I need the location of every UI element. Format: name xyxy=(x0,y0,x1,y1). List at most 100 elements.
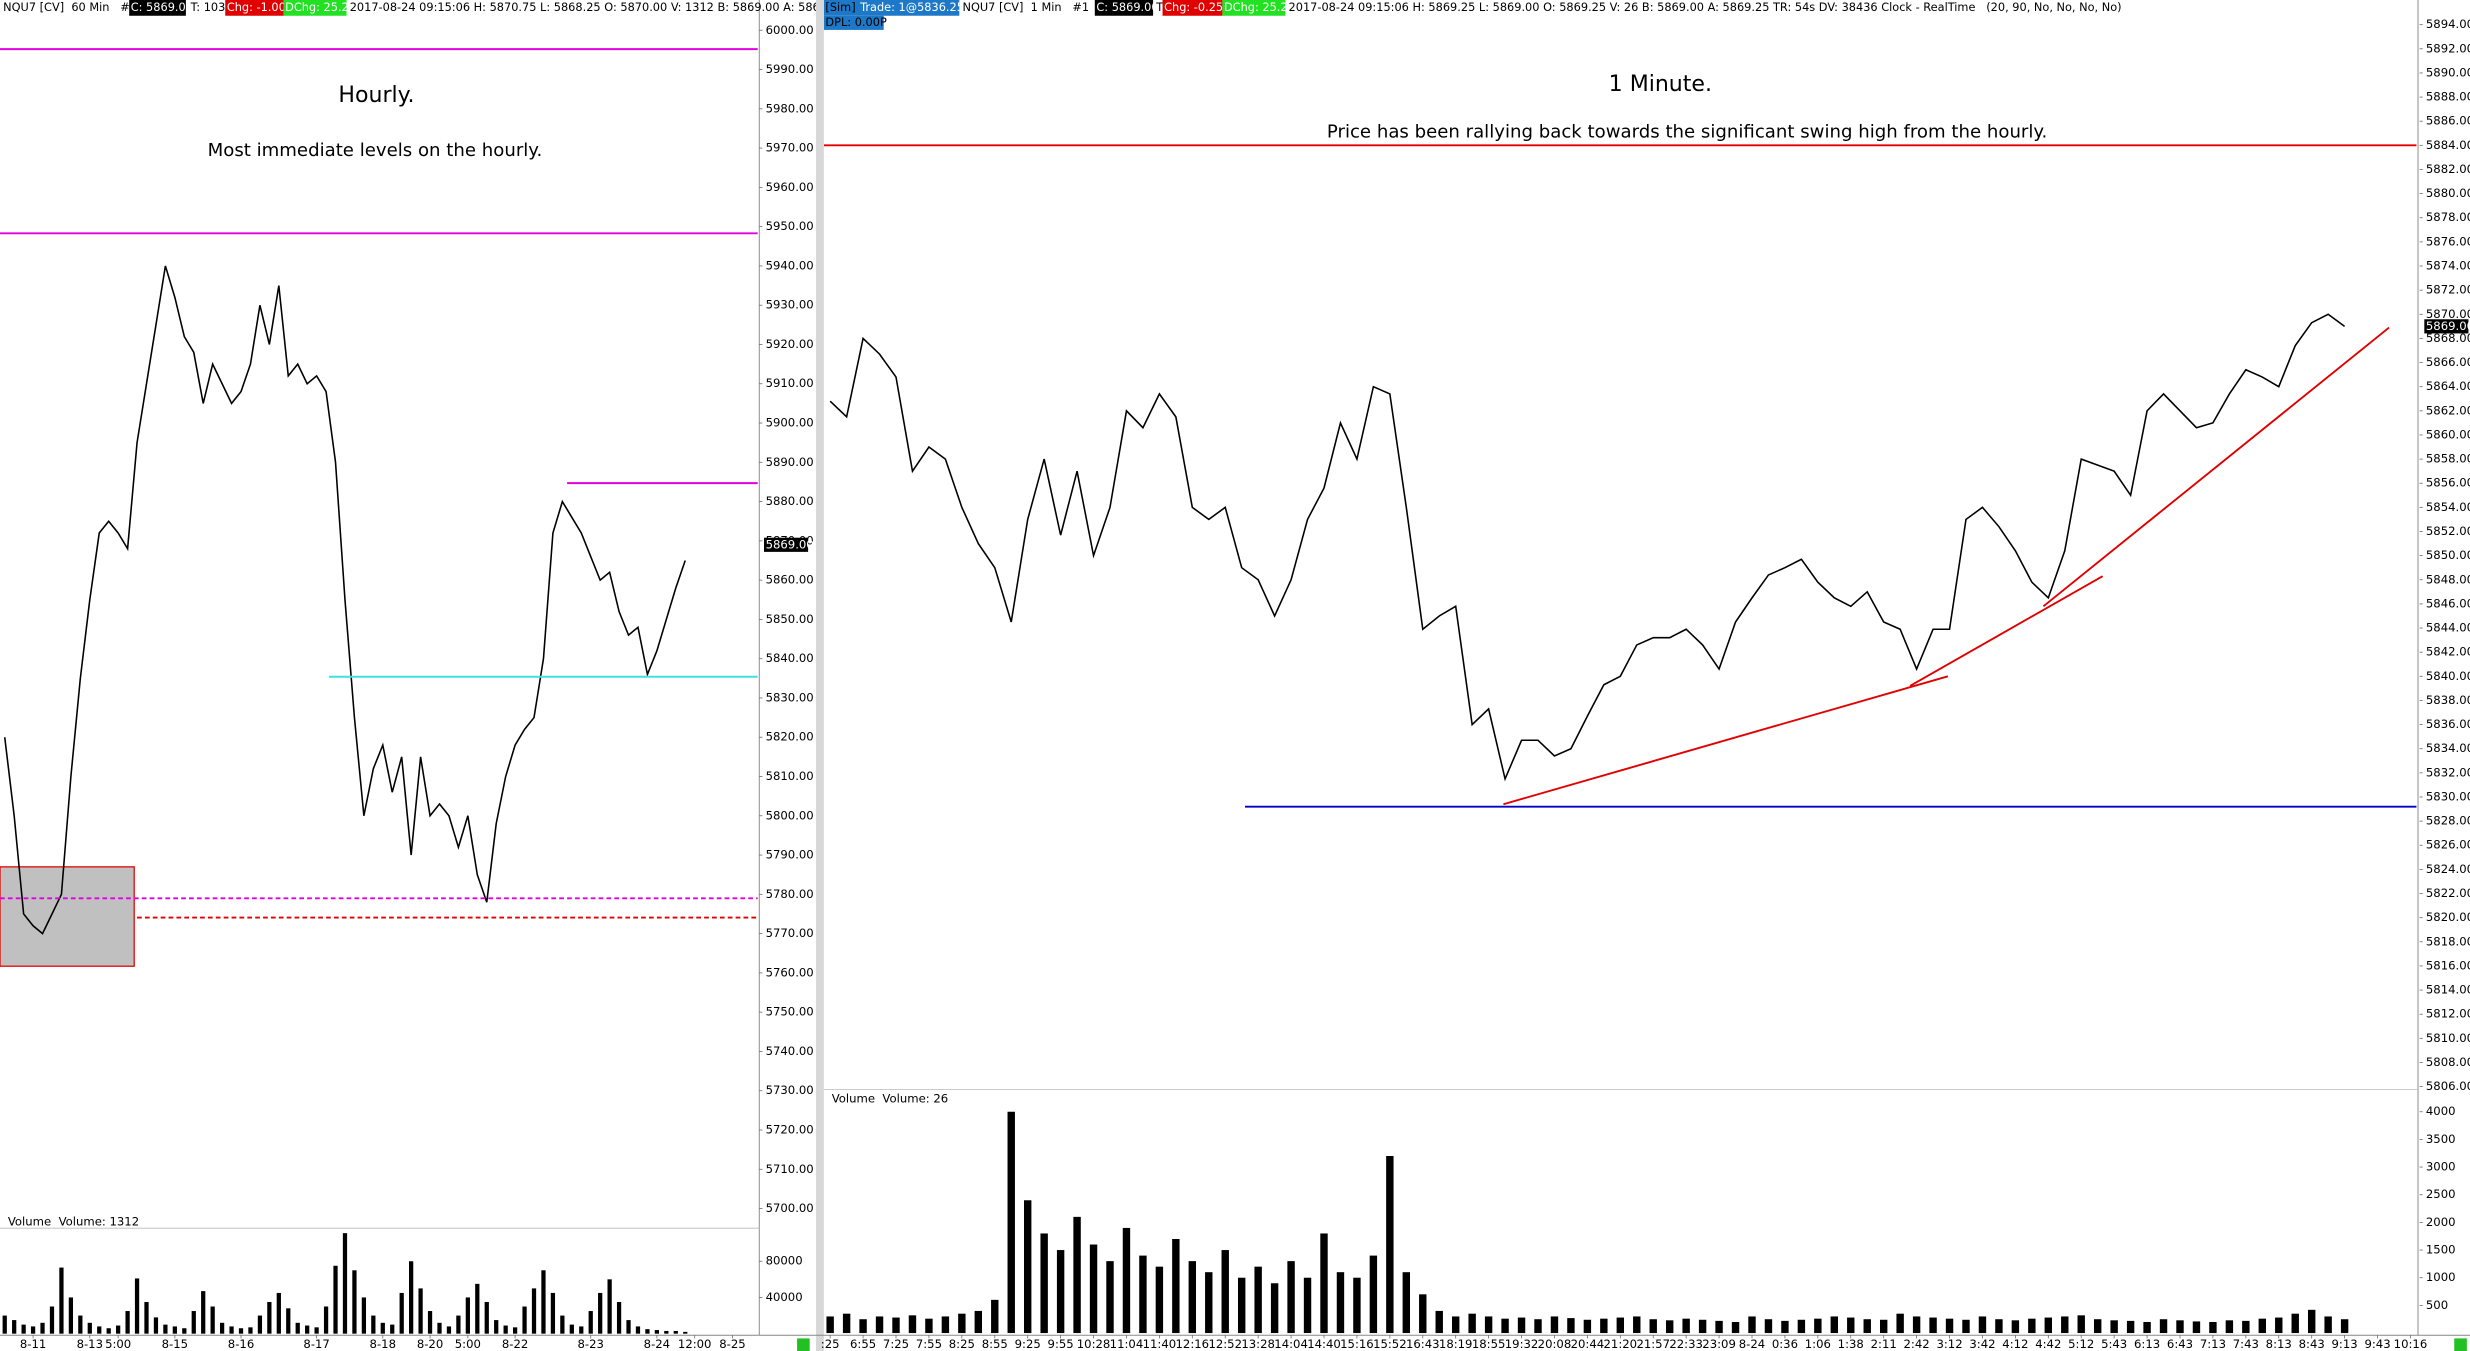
x-tick-label: 3:42 xyxy=(1969,1337,1995,1351)
x-tick-label: 8-23 xyxy=(578,1337,604,1351)
volume-bar xyxy=(1303,1277,1312,1334)
volume-bar xyxy=(494,1320,499,1334)
volume-bar xyxy=(1172,1238,1180,1334)
volume-bar xyxy=(512,1327,518,1334)
volume-bar xyxy=(153,1317,159,1334)
price-line xyxy=(3,265,686,935)
volume-bar xyxy=(560,1315,565,1334)
volume-bar xyxy=(1501,1318,1509,1334)
x-tick-label: 12:52 xyxy=(1208,1337,1242,1351)
y-tick-label: 5836.00 xyxy=(2426,717,2470,731)
y-tick-label: 5840.00 xyxy=(766,651,814,665)
volume-bar xyxy=(342,1233,348,1334)
x-tick-label: 9:55 xyxy=(1048,1337,1074,1351)
scroll-button[interactable] xyxy=(797,1338,810,1351)
y-tick-label: 5920.00 xyxy=(766,337,814,351)
x-tick-label: 2:11 xyxy=(1871,1337,1897,1351)
volume-bar xyxy=(1567,1318,1575,1334)
volume-bar xyxy=(1912,1316,1921,1334)
volume-bar xyxy=(1451,1316,1460,1334)
volume-bar xyxy=(1863,1319,1871,1334)
x-tick-label: 8:25 xyxy=(949,1337,975,1351)
trade: Trade: 1@5836.25 xyxy=(859,0,964,14)
badge xyxy=(1162,0,1223,16)
x-tick-label: 1:06 xyxy=(1805,1337,1831,1351)
y-tick-label: 5820.00 xyxy=(2426,910,2470,924)
x-tick-label: 8:13 xyxy=(2266,1337,2292,1351)
volume-bar xyxy=(276,1292,281,1334)
day-change: DChg: 25.25 xyxy=(285,0,356,14)
chart-title: 1 Minute. xyxy=(1609,72,1712,97)
x-tick-label: 8-17 xyxy=(303,1337,329,1351)
y-tick-label: 5852.00 xyxy=(2426,524,2470,538)
y-tick-label: 500 xyxy=(2426,1298,2448,1312)
volume-label: Volume Volume: 1312 xyxy=(8,1214,139,1228)
y-tick-label: 5854.00 xyxy=(2426,500,2470,514)
change: Chg: -1.00 xyxy=(227,0,286,14)
volume-bar xyxy=(2,1315,7,1334)
close: C: 5869.00 xyxy=(1096,0,1158,14)
volume-bar xyxy=(465,1297,470,1334)
volume-bar xyxy=(2077,1315,2085,1334)
volume-bar xyxy=(68,1297,74,1334)
y-tick-label: 80000 xyxy=(766,1254,803,1268)
x-tick-label: 10:16 xyxy=(2394,1337,2428,1351)
volume-bar xyxy=(588,1311,593,1334)
x-tick-label: 12:16 xyxy=(1176,1337,1210,1351)
volume-bar xyxy=(1254,1266,1262,1334)
volume-bar xyxy=(390,1324,395,1334)
volume-bar xyxy=(1023,1200,1032,1334)
volume-bar xyxy=(2291,1313,2299,1334)
volume-bar xyxy=(1056,1250,1065,1334)
volume-bar xyxy=(182,1328,187,1334)
volume-bar xyxy=(1237,1277,1246,1334)
y-tick-label: 5890.00 xyxy=(2426,65,2470,79)
volume-bar xyxy=(2028,1318,2036,1334)
trendline xyxy=(1503,675,1949,806)
volume-bar xyxy=(1847,1317,1855,1334)
y-tick-label: 5830.00 xyxy=(2426,789,2470,803)
volume-bar xyxy=(635,1326,641,1334)
volume-bar xyxy=(974,1310,983,1334)
scroll-button[interactable] xyxy=(2454,1338,2467,1351)
volume-bar xyxy=(2242,1320,2250,1334)
chart-subtitle: Price has been rallying back towards the… xyxy=(1327,121,2047,142)
volume-bar xyxy=(1995,1319,2003,1334)
x-tick-label: 7:13 xyxy=(2200,1337,2226,1351)
x-tick-label: 8-20 xyxy=(417,1337,443,1351)
y-tick-label: 5866.00 xyxy=(2426,355,2470,369)
x-tick-label: 19:32 xyxy=(1505,1337,1539,1351)
volume-bar xyxy=(125,1311,130,1334)
y-tick-label: 5884.00 xyxy=(2426,138,2470,152)
x-tick-label: 8:43 xyxy=(2299,1337,2325,1351)
x-tick-label: :25 xyxy=(821,1337,840,1351)
panel-splitter[interactable] xyxy=(815,0,824,1351)
y-tick-label: 5862.00 xyxy=(2426,403,2470,417)
y-tick-label: 6000.00 xyxy=(766,23,814,37)
y-tick-label: 5828.00 xyxy=(2426,814,2470,828)
volume-bar xyxy=(1106,1261,1114,1334)
x-tick-label: 6:43 xyxy=(2167,1337,2193,1351)
volume-bar xyxy=(399,1292,404,1334)
x-tick-label: 22:33 xyxy=(1669,1337,1703,1351)
volume-bar xyxy=(1896,1313,1904,1334)
volume-bar xyxy=(1419,1294,1427,1334)
volume-bar xyxy=(2340,1319,2349,1334)
volume-bar xyxy=(87,1322,92,1334)
x-tick-label: 8-22 xyxy=(502,1337,528,1351)
volume-bar xyxy=(1698,1319,1707,1334)
volume-bar xyxy=(2324,1316,2332,1334)
y-tick-label: 5868.00 xyxy=(2426,331,2470,345)
volume-bar xyxy=(257,1315,263,1334)
volume-bar xyxy=(144,1301,149,1334)
volume-bar xyxy=(941,1316,950,1334)
volume-bar xyxy=(2093,1319,2102,1334)
volume-bar xyxy=(1221,1250,1229,1334)
volume-bar xyxy=(1336,1272,1345,1334)
volume-bar xyxy=(1534,1319,1542,1334)
volume-bar xyxy=(210,1306,215,1334)
volume-bar xyxy=(2209,1321,2217,1334)
y-tick-label: 40000 xyxy=(766,1290,803,1304)
y-tick-label: 5886.00 xyxy=(2426,114,2470,128)
